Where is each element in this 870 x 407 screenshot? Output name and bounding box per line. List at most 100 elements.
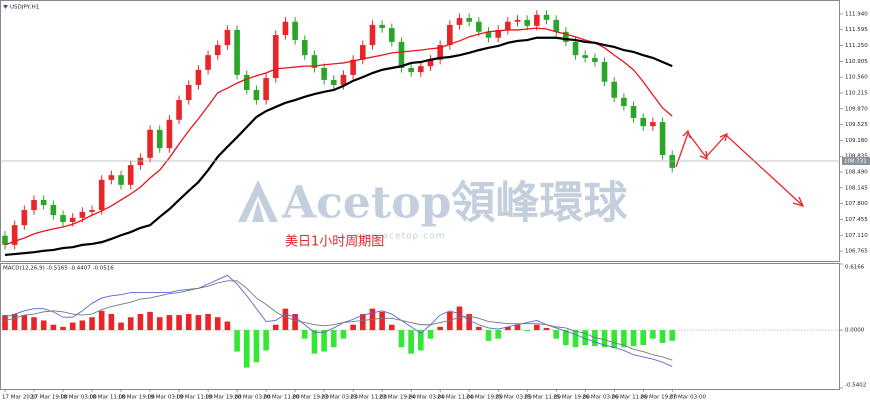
histogram-bar	[592, 330, 598, 347]
histogram-bar	[514, 324, 521, 331]
y-tick-label: 107.110	[845, 233, 868, 239]
candle-body	[427, 59, 434, 67]
candle-body	[563, 31, 569, 42]
histogram-bar	[476, 326, 482, 331]
x-tick-label: 19 Mar 03:00	[147, 395, 184, 401]
watermark: Acetop領峰環球 www.acetop.com	[238, 178, 628, 242]
arrowhead	[792, 196, 805, 208]
histogram-bar	[447, 311, 453, 331]
histogram-bar	[630, 330, 637, 347]
histogram-bar	[176, 315, 182, 331]
histogram-bar	[408, 330, 414, 354]
histogram-bar	[466, 314, 472, 331]
last-price-label: 108.731	[844, 158, 867, 164]
arrowhead	[699, 150, 708, 161]
x-tick-label: 18 Mar 11:00	[89, 395, 126, 401]
candle-body	[321, 67, 327, 80]
candle-body	[466, 18, 472, 22]
histogram-bar	[118, 322, 124, 331]
candle-body	[572, 41, 579, 56]
candle-body	[69, 217, 76, 222]
candle-body	[485, 31, 492, 38]
candle-body	[118, 175, 124, 185]
candle-body	[11, 225, 18, 245]
candle-body	[418, 66, 424, 73]
watermark-logo	[238, 180, 278, 222]
histogram-bar	[611, 330, 618, 349]
x-tick-label: 24 Mar 19:00	[466, 395, 503, 401]
histogram-bar	[60, 326, 66, 331]
candle-body	[176, 100, 182, 120]
candle-body	[282, 21, 289, 35]
chart-title: USDJPY,H1	[10, 5, 39, 11]
histogram-bar	[253, 330, 260, 363]
histogram-bar	[40, 320, 47, 331]
projection-path	[675, 131, 803, 206]
histogram-bar	[263, 330, 269, 351]
histogram-bar	[243, 330, 250, 368]
x-tick-label: 25 Mar 03:00	[495, 395, 532, 401]
candle-body	[263, 78, 269, 101]
y-tick-label: 108.835	[845, 154, 868, 160]
candle-body	[330, 79, 337, 85]
x-tick-label: 20 Mar 11:00	[263, 395, 300, 401]
x-tick-label: 17 Mar 2020	[2, 395, 37, 401]
x-tick-label: 24 Mar 03:00	[408, 395, 445, 401]
histogram-bar	[456, 306, 463, 331]
candle-body	[524, 19, 530, 26]
x-tick-label: 26 Mar 11:00	[611, 395, 648, 401]
histogram-bar	[350, 324, 356, 331]
candle-body	[234, 29, 240, 75]
candle-body	[340, 74, 347, 85]
x-tick-label: 18 Mar 03:00	[60, 395, 97, 401]
x-tick-label: 26 Mar 03:00	[582, 395, 619, 401]
candle-body	[224, 29, 231, 46]
candle-body	[21, 210, 28, 226]
candle-body	[437, 45, 443, 60]
candle-body	[447, 24, 453, 46]
moving-average	[4, 27, 673, 246]
candle-body	[79, 211, 86, 218]
histogram-bar	[2, 315, 8, 331]
candle-body	[408, 67, 414, 73]
watermark-logo-inner	[252, 200, 264, 222]
histogram-bar	[640, 330, 647, 346]
candle-body	[243, 74, 250, 90]
macd-title: MACD(12,26,9) -0.5165 -0.4407 -0.0516	[3, 266, 114, 272]
y-tick-label: 0.0000	[845, 328, 865, 334]
candle-body	[495, 29, 501, 38]
candle-body	[185, 84, 192, 101]
x-tick-label: 17 Mar 19:00	[31, 395, 68, 401]
candle-body	[369, 24, 376, 46]
macd-line	[4, 280, 673, 361]
histogram-bar	[195, 315, 202, 331]
y-tick-label: 106.765	[845, 249, 868, 255]
histogram-bar	[534, 324, 540, 331]
candle-body	[205, 55, 211, 70]
candle-body	[669, 155, 676, 168]
x-tick-label: 20 Mar 03:00	[234, 395, 271, 401]
candle-body	[601, 62, 608, 82]
histogram-bar	[311, 330, 318, 354]
y-tick-label: 108.490	[845, 170, 868, 176]
x-tick-label: 26 Mar 19:00	[640, 395, 677, 401]
y-tick-label: 110.560	[845, 75, 868, 81]
histogram-bar	[234, 330, 240, 352]
x-tick-label: 23 Mar 03:00	[321, 395, 358, 401]
candle-body	[534, 14, 540, 26]
y-tick-label: 110.215	[845, 90, 868, 96]
candle-body	[659, 122, 666, 156]
histogram-bar	[418, 330, 424, 351]
y-tick-label: 108.145	[845, 185, 868, 191]
candle-body	[272, 34, 279, 79]
candle-body	[379, 24, 385, 29]
histogram-bar	[379, 311, 385, 331]
histogram-bar	[147, 311, 153, 331]
candle-body	[359, 45, 366, 60]
candle-body	[127, 165, 134, 185]
candle-body	[301, 40, 308, 56]
x-tick-label: 19 Mar 11:00	[176, 395, 213, 401]
y-tick-label: 110.905	[845, 59, 868, 65]
